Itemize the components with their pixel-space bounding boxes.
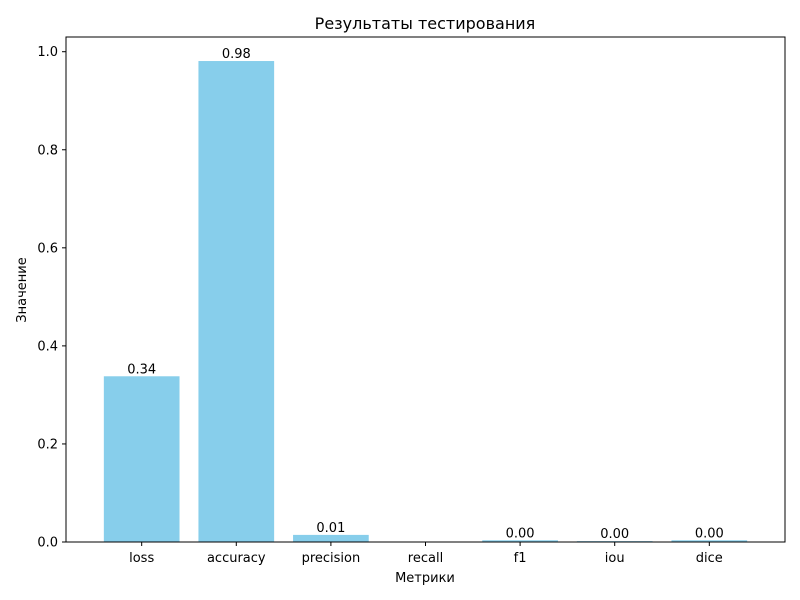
y-tick-label-0: 0.0 [37,536,58,551]
bars-layer [103,61,748,543]
data-labels-layer: 0.34 0.98 0.01 0.00 0.00 0.00 [127,47,724,542]
x-tick-label-iou: iou [605,551,625,566]
x-tick-label-dice: dice [696,551,723,566]
x-axis: loss accuracy precision recall f1 iou dice [129,542,723,566]
x-axis-label: Метрики [395,571,455,586]
x-tick-label-loss: loss [129,551,154,566]
x-tick-label-precision: precision [302,551,361,566]
x-tick-label-f1: f1 [514,551,527,566]
y-tick-label-2: 0.4 [37,339,58,354]
x-tick-label-accuracy: accuracy [207,551,266,566]
bar-accuracy [198,61,275,543]
bar-f1 [482,540,558,542]
data-label-dice: 0.00 [695,526,724,541]
bar-dice [671,540,748,542]
x-tick-label-recall: recall [408,551,443,566]
data-label-precision: 0.01 [316,521,345,536]
y-tick-label-4: 0.8 [37,143,58,158]
bar-loss [103,376,180,542]
y-axis: 0.0 0.2 0.4 0.6 0.8 1.0 [37,45,66,551]
chart-title: Результаты тестирования [315,14,536,33]
data-label-iou: 0.00 [600,527,629,542]
data-label-accuracy: 0.98 [222,47,251,62]
y-tick-label-5: 1.0 [37,45,58,60]
data-label-loss: 0.34 [127,362,156,377]
y-tick-label-1: 0.2 [37,437,58,452]
y-axis-label: Значение [15,257,30,322]
data-label-f1: 0.00 [506,526,535,541]
bar-precision [293,534,369,542]
y-tick-label-3: 0.6 [37,241,58,256]
